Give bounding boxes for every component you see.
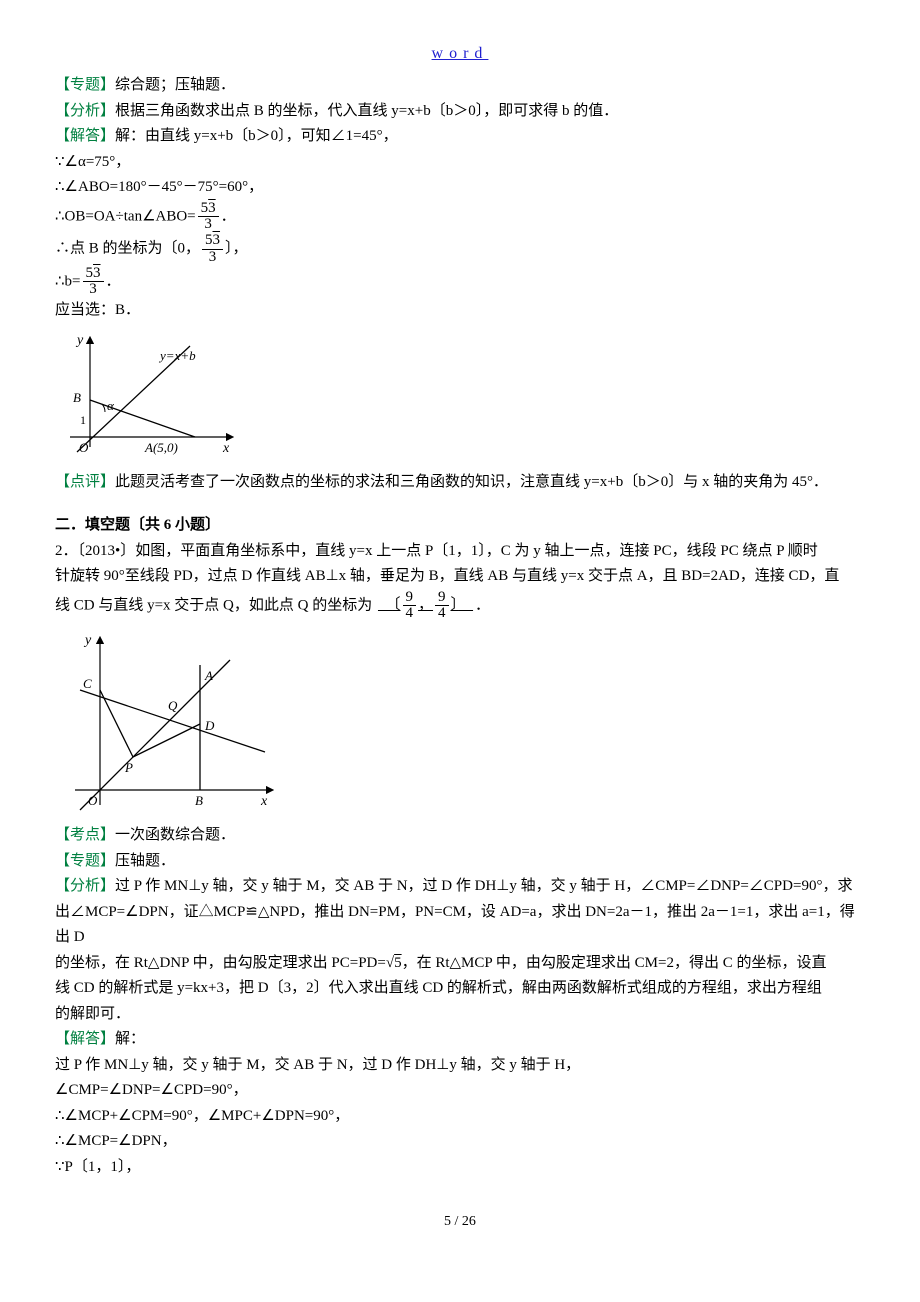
text: 解：由直线 y=x+b〔b＞0〕，可知∠1=45°， — [115, 128, 398, 144]
suffix: ，在 Rt△MCP 中，由勾股定理求出 CM=2，得出 C 的坐标，设直 — [402, 955, 827, 971]
text: 综合题；压轴题． — [115, 77, 235, 93]
svg-text:x: x — [222, 441, 230, 456]
diagram-2: y x O B P D Q A C — [55, 630, 865, 815]
svg-text:B: B — [73, 390, 81, 405]
step: ∴b=533． — [55, 266, 865, 299]
prefix: 线 CD 与直线 y=x 交于点 Q，如此点 Q 的坐标为 — [55, 597, 372, 613]
step: 过 P 作 MN⊥y 轴，交 y 轴于 M，交 AB 于 N，过 D 作 DH⊥… — [55, 1053, 865, 1079]
step: ∠CMP=∠DNP=∠CPD=90°， — [55, 1078, 865, 1104]
svg-text:A(5,0): A(5,0) — [144, 440, 178, 455]
num: 53 — [198, 201, 219, 218]
tag: 【分析】 — [55, 103, 115, 119]
tag: 【专题】 — [55, 853, 115, 869]
prefix: ∴OB=OA÷tan∠ABO= — [55, 208, 196, 224]
svg-text:O: O — [88, 793, 98, 808]
svg-text:C: C — [83, 676, 92, 691]
tag: 【解答】 — [55, 1031, 115, 1047]
header-title: word — [55, 40, 865, 67]
den: 3 — [83, 282, 104, 298]
text: 此题灵活考查了一次函数点的坐标的求法和三角函数的知识，注意直线 y=x+b〔b＞… — [115, 474, 828, 490]
q2-line-b: 针旋转 90°至线段 PD，过点 D 作直线 AB⊥x 轴，垂足为 B，直线 A… — [55, 564, 865, 590]
svg-text:B: B — [195, 793, 203, 808]
svg-text:D: D — [204, 718, 215, 733]
svg-text:x: x — [260, 794, 268, 809]
num: 53 — [83, 266, 104, 283]
suffix: ． — [221, 208, 236, 224]
den: 3 — [198, 217, 219, 233]
page-number: 5 / 26 — [55, 1210, 865, 1234]
step: ∴∠ABO=180°－45°－75°=60°， — [55, 175, 865, 201]
comment-line: 【点评】此题灵活考查了一次函数点的坐标的求法和三角函数的知识，注意直线 y=x+… — [55, 470, 865, 496]
svg-text:y: y — [75, 333, 84, 348]
step: ∴∠MCP=∠DPN， — [55, 1129, 865, 1155]
topic-line: 【专题】综合题；压轴题． — [55, 73, 865, 99]
jieda-line: 【解答】解： — [55, 1027, 865, 1053]
zhuanti-line: 【专题】压轴题． — [55, 849, 865, 875]
step: ∴点 B 的坐标为〔0，533〕， — [55, 233, 865, 266]
answer-choice: 应当选：B． — [55, 298, 865, 324]
analysis-line: 【分析】根据三角函数求出点 B 的坐标，代入直线 y=x+b〔b＞0〕，即可求得… — [55, 99, 865, 125]
fraction: 533 — [198, 201, 219, 234]
fenxi-line: 【分析】过 P 作 MN⊥y 轴，交 y 轴于 M，交 AB 于 N，过 D 作… — [55, 874, 865, 900]
svg-text:O: O — [79, 440, 89, 455]
fenxi-line-c: 的坐标，在 Rt△DNP 中，由勾股定理求出 PC=PD=√5，在 Rt△MCP… — [55, 951, 865, 977]
step: ∵P〔1，1〕， — [55, 1155, 865, 1181]
svg-text:y=x+b: y=x+b — [158, 348, 196, 363]
q2-line-a: 2．〔2013•〕如图，平面直角坐标系中，直线 y=x 上一点 P〔1，1〕，C… — [55, 539, 865, 565]
svg-text:1: 1 — [80, 413, 86, 427]
svg-text:α: α — [107, 398, 115, 413]
step: ∵∠α=75°， — [55, 150, 865, 176]
step: ∴OB=OA÷tan∠ABO=533． — [55, 201, 865, 234]
den: 3 — [202, 250, 223, 266]
text: 一次函数综合题． — [115, 827, 235, 843]
fenxi-line-b: 出∠MCP=∠DPN，证△MCP≌△NPD，推出 DN=PM，PN=CM，设 A… — [55, 900, 865, 951]
svg-text:A: A — [204, 668, 213, 683]
sqrt5: √5 — [386, 955, 402, 971]
suffix: ． — [475, 597, 490, 613]
text: 解： — [115, 1031, 145, 1047]
section-heading: 二．填空题〔共 6 小题〕 — [55, 513, 865, 539]
text: 压轴题． — [115, 853, 175, 869]
fraction: 533 — [202, 233, 223, 266]
q2-line-c: 线 CD 与直线 y=x 交于点 Q，如此点 Q 的坐标为 〔94，94〕 ． — [55, 590, 865, 623]
suffix: 〕， — [225, 241, 248, 257]
fraction: 533 — [83, 266, 104, 299]
solve-line: 【解答】解：由直线 y=x+b〔b＞0〕，可知∠1=45°， — [55, 124, 865, 150]
tag: 【分析】 — [55, 878, 115, 894]
svg-text:Q: Q — [168, 698, 178, 713]
text: 过 P 作 MN⊥y 轴，交 y 轴于 M，交 AB 于 N，过 D 作 DH⊥… — [115, 878, 852, 894]
fenxi-line-d: 线 CD 的解析式是 y=kx+3，把 D〔3，2〕代入求出直线 CD 的解析式… — [55, 976, 865, 1002]
kaodian-line: 【考点】一次函数综合题． — [55, 823, 865, 849]
prefix: ∴点 B 的坐标为〔0， — [55, 241, 200, 257]
step: ∴∠MCP+∠CPM=90°，∠MPC+∠DPN=90°， — [55, 1104, 865, 1130]
svg-text:y: y — [83, 633, 92, 648]
tag: 【考点】 — [55, 827, 115, 843]
fenxi-line-e: 的解即可． — [55, 1002, 865, 1028]
svg-text:P: P — [124, 760, 133, 775]
text: 根据三角函数求出点 B 的坐标，代入直线 y=x+b〔b＞0〕，即可求得 b 的… — [115, 103, 618, 119]
prefix: 的坐标，在 Rt△DNP 中，由勾股定理求出 PC=PD= — [55, 955, 386, 971]
suffix: ． — [106, 273, 121, 289]
tag: 【解答】 — [55, 128, 115, 144]
tag: 【专题】 — [55, 77, 115, 93]
prefix: ∴b= — [55, 273, 81, 289]
tag: 【点评】 — [55, 474, 115, 490]
num: 53 — [202, 233, 223, 250]
diagram-1: y x B α 1 O A(5,0) y=x+b — [55, 332, 865, 462]
answer-blank: 〔94，94〕 — [376, 597, 475, 613]
